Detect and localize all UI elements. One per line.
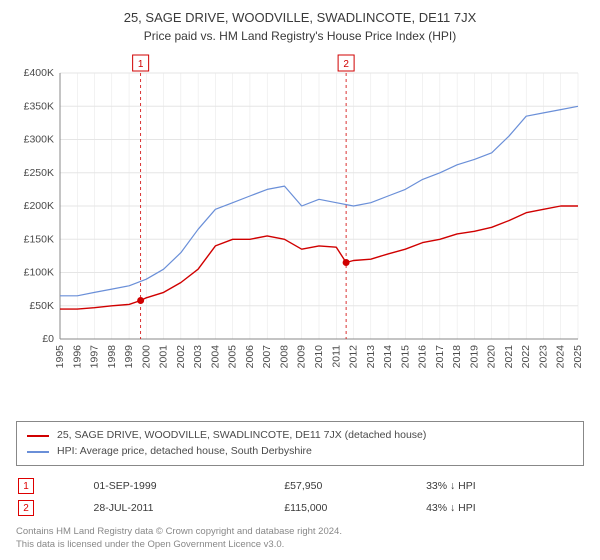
event-delta: 43% ↓ HPI <box>426 498 582 518</box>
sale-event-row: 1 01-SEP-1999£57,95033% ↓ HPI <box>18 476 582 496</box>
svg-text:1997: 1997 <box>89 345 101 369</box>
svg-text:1995: 1995 <box>54 345 66 369</box>
svg-text:£300K: £300K <box>24 134 54 146</box>
svg-text:2015: 2015 <box>399 345 411 369</box>
legend-box: 25, SAGE DRIVE, WOODVILLE, SWADLINCOTE, … <box>16 421 584 467</box>
svg-text:£50K: £50K <box>29 300 54 312</box>
svg-text:2014: 2014 <box>382 345 394 369</box>
svg-text:2009: 2009 <box>296 345 308 369</box>
svg-text:2007: 2007 <box>261 345 273 369</box>
event-marker-2: 2 <box>18 500 34 516</box>
svg-text:£100K: £100K <box>24 267 54 279</box>
svg-text:2004: 2004 <box>209 345 221 369</box>
legend-swatch-2 <box>27 451 49 453</box>
svg-text:2011: 2011 <box>330 345 342 368</box>
svg-text:2021: 2021 <box>503 345 515 369</box>
svg-text:2000: 2000 <box>140 345 152 369</box>
svg-text:2016: 2016 <box>417 345 429 369</box>
footer-line-1: Contains HM Land Registry data © Crown c… <box>16 526 584 539</box>
legend-item-2: HPI: Average price, detached house, Sout… <box>27 444 573 460</box>
svg-text:2: 2 <box>343 59 349 70</box>
svg-text:2022: 2022 <box>520 345 532 369</box>
svg-text:£150K: £150K <box>24 233 54 245</box>
event-date: 01-SEP-1999 <box>94 476 283 496</box>
svg-text:2024: 2024 <box>555 345 567 369</box>
legend-label-1: 25, SAGE DRIVE, WOODVILLE, SWADLINCOTE, … <box>57 428 426 444</box>
event-price: £115,000 <box>284 498 424 518</box>
svg-text:2012: 2012 <box>348 345 360 369</box>
svg-text:2008: 2008 <box>278 345 290 369</box>
sale-events-table: 1 01-SEP-1999£57,95033% ↓ HPI 2 28-JUL-2011… <box>16 474 584 520</box>
svg-text:1: 1 <box>138 59 144 70</box>
legend-label-2: HPI: Average price, detached house, Sout… <box>57 444 312 460</box>
svg-text:2003: 2003 <box>192 345 204 369</box>
line-chart: £0 £50K £100K £150K £200K £250K £300K £350K £400… <box>16 49 584 379</box>
svg-text:1998: 1998 <box>106 345 118 369</box>
legend-swatch-1 <box>27 435 49 437</box>
chart-subtitle: Price paid vs. HM Land Registry's House … <box>16 29 584 43</box>
svg-text:2006: 2006 <box>244 345 256 369</box>
svg-text:1996: 1996 <box>71 345 83 369</box>
svg-text:£250K: £250K <box>24 167 54 179</box>
chart-title-address: 25, SAGE DRIVE, WOODVILLE, SWADLINCOTE, … <box>16 10 584 25</box>
svg-text:2018: 2018 <box>451 345 463 369</box>
footer-line-2: This data is licensed under the Open Gov… <box>16 539 584 552</box>
svg-text:£0: £0 <box>42 333 54 345</box>
svg-text:2019: 2019 <box>468 345 480 369</box>
svg-text:2002: 2002 <box>175 345 187 369</box>
legend-item-1: 25, SAGE DRIVE, WOODVILLE, SWADLINCOTE, … <box>27 428 573 444</box>
event-marker-1: 1 <box>18 478 34 494</box>
event-price: £57,950 <box>284 476 424 496</box>
svg-text:2017: 2017 <box>434 345 446 369</box>
svg-text:2013: 2013 <box>365 345 377 369</box>
svg-text:£400K: £400K <box>24 67 54 79</box>
event-date: 28-JUL-2011 <box>94 498 283 518</box>
title-block: 25, SAGE DRIVE, WOODVILLE, SWADLINCOTE, … <box>16 10 584 43</box>
svg-text:2010: 2010 <box>313 345 325 369</box>
svg-text:2025: 2025 <box>572 345 584 369</box>
sale-event-row: 2 28-JUL-2011£115,00043% ↓ HPI <box>18 498 582 518</box>
footer-attribution: Contains HM Land Registry data © Crown c… <box>16 526 584 552</box>
svg-text:£200K: £200K <box>24 200 54 212</box>
svg-text:2023: 2023 <box>537 345 549 369</box>
svg-text:2020: 2020 <box>486 345 498 369</box>
event-delta: 33% ↓ HPI <box>426 476 582 496</box>
chart-area: £0 £50K £100K £150K £200K £250K £300K £350K £400… <box>16 49 584 413</box>
page-container: 25, SAGE DRIVE, WOODVILLE, SWADLINCOTE, … <box>0 0 600 560</box>
svg-text:2005: 2005 <box>227 345 239 369</box>
svg-text:1999: 1999 <box>123 345 135 369</box>
svg-text:£350K: £350K <box>24 100 54 112</box>
svg-text:2001: 2001 <box>158 345 170 369</box>
